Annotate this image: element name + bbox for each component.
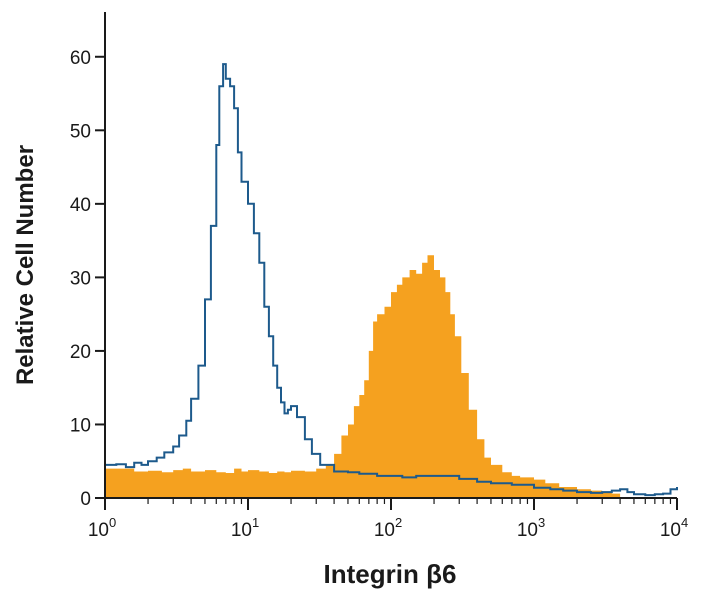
y-tick-label: 0 — [80, 489, 91, 510]
x-tick-label: 104 — [660, 515, 688, 541]
y-tick-label: 30 — [70, 268, 91, 289]
plot-area: 0 10 20 30 40 50 60 100 101 102 103 104 — [70, 12, 688, 541]
y-tick-label: 40 — [70, 195, 91, 216]
x-axis-title: Integrin β6 — [324, 559, 457, 589]
y-tick-label: 60 — [70, 48, 91, 69]
x-tick-label: 103 — [517, 515, 545, 541]
x-tick-label: 100 — [88, 515, 116, 541]
series-1-outline-histogram — [105, 63, 678, 497]
y-tick-label: 10 — [70, 415, 91, 436]
x-tick-label: 102 — [374, 515, 402, 541]
y-axis-ticks: 0 10 20 30 40 50 60 — [70, 48, 105, 510]
series-0-filled-histogram — [105, 255, 621, 498]
x-axis-ticks: 100 101 102 103 104 — [88, 498, 688, 541]
y-tick-label: 50 — [70, 121, 91, 142]
y-tick-label: 20 — [70, 342, 91, 363]
y-axis-title: Relative Cell Number — [12, 145, 39, 385]
x-tick-label: 101 — [231, 515, 259, 541]
series-layer — [105, 63, 678, 498]
